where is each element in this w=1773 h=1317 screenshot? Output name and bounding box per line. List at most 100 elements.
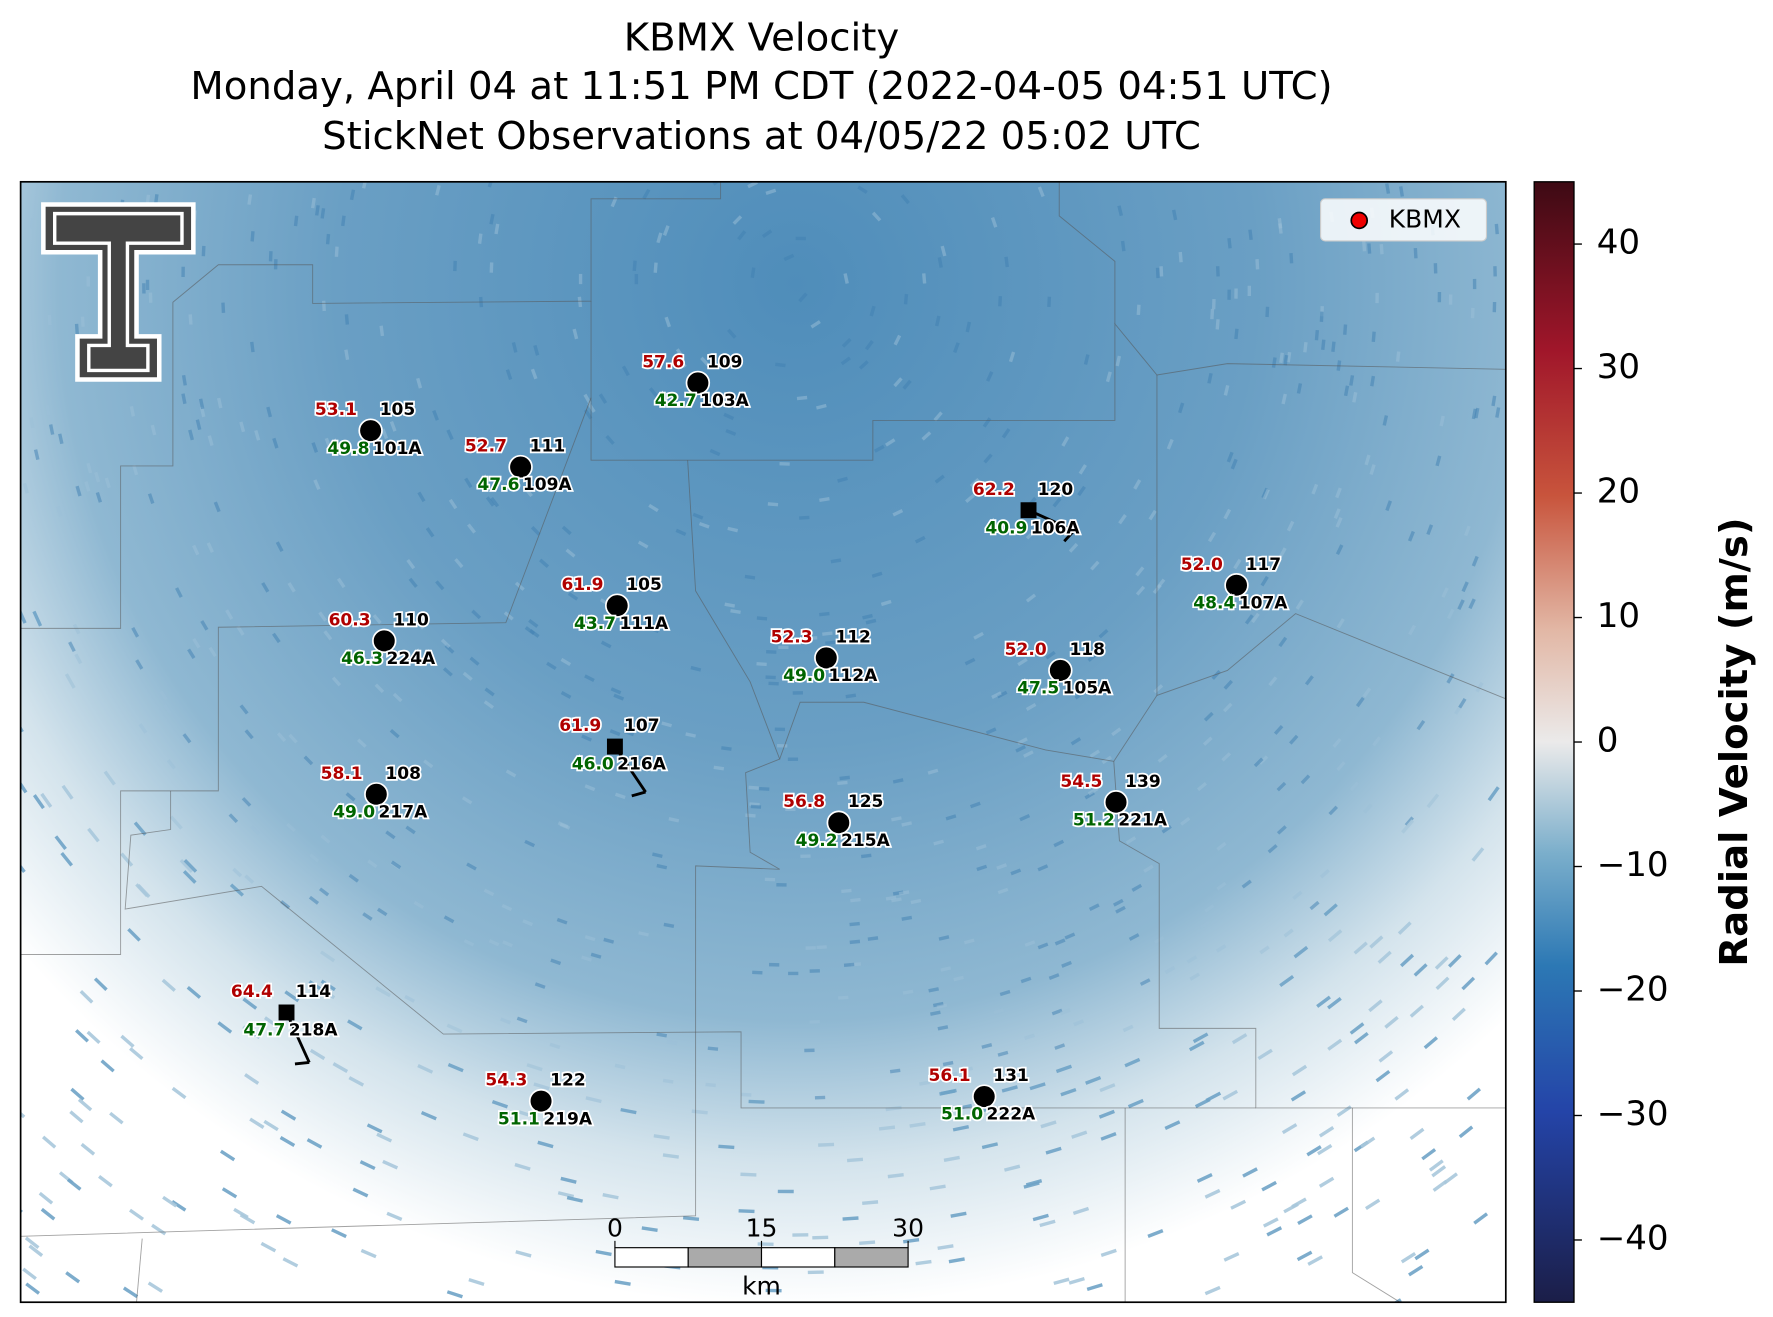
radar-gate: [142, 283, 146, 294]
radar-gate: [785, 807, 796, 812]
station-marker: [1103, 790, 1129, 815]
radar-gate: [145, 279, 150, 290]
radar-gate: [787, 757, 799, 761]
radar-gate: [1328, 805, 1339, 816]
radar-gate: [1407, 530, 1415, 542]
radar-gate: [282, 1257, 299, 1268]
radar-gate: [871, 211, 882, 222]
radar-gate: [382, 1159, 399, 1170]
radar-gate: [675, 528, 687, 537]
radar-gate: [181, 266, 185, 278]
radar-gate: [1253, 757, 1264, 768]
station-marker: [814, 645, 839, 671]
radar-gate: [921, 431, 932, 441]
radar-gate: [22, 1267, 37, 1281]
radar-gate: [462, 1132, 479, 1142]
radar-gate: [109, 1111, 124, 1125]
radar-gate: [560, 1176, 577, 1184]
radar-gate: [809, 1020, 820, 1024]
radar-gate: [1124, 1057, 1141, 1068]
station-value: 120: [1038, 480, 1074, 500]
radar-gate: [1355, 696, 1365, 708]
radar-gate: [947, 1071, 958, 1078]
scale-segment: [760, 1247, 836, 1268]
radar-gate: [804, 1048, 815, 1053]
radar-gate: [1457, 599, 1465, 610]
radar-gate: [1100, 1131, 1117, 1141]
radar-gate: [32, 794, 45, 810]
radar-gate: [796, 395, 808, 401]
radar-gate: [413, 900, 425, 910]
radar-gate: [843, 962, 855, 967]
radar-gate: [175, 587, 183, 598]
radar-gate: [1204, 1285, 1221, 1296]
radar-gate: [182, 870, 197, 884]
radar-gate: [1293, 945, 1309, 959]
radar-gate: [748, 785, 759, 790]
radar-gate: [919, 1080, 930, 1086]
radar-gate: [557, 1191, 575, 1199]
radar-gate: [377, 907, 388, 917]
radar-gate: [1118, 514, 1127, 525]
county-line: [136, 1238, 143, 1303]
radar-gate: [945, 814, 957, 821]
radar-gate: [756, 616, 768, 621]
radar-gate: [244, 729, 254, 740]
subtitle: Monday, April 04 at 11:51 PM CDT (2022-0…: [190, 64, 1332, 109]
radar-gate: [389, 420, 397, 432]
radar-gate: [887, 1173, 904, 1179]
radar-gate: [902, 379, 912, 390]
radar-gate: [546, 661, 557, 671]
radar-gate: [356, 738, 367, 748]
radar-gate: [72, 623, 81, 635]
station-value: 105: [380, 400, 416, 420]
radar-gate: [1055, 1064, 1073, 1074]
radar-gate: [344, 314, 350, 325]
radar-gate: [1153, 684, 1164, 694]
radar-gate: [909, 1121, 926, 1128]
station-marker: [1224, 572, 1249, 598]
radar-gate: [969, 478, 980, 488]
radar-gate: [1230, 1199, 1247, 1210]
radar-gate: [420, 1110, 437, 1121]
radar-gate: [1004, 256, 1010, 268]
radar-gate: [188, 314, 193, 325]
radar-gate: [1466, 1087, 1482, 1101]
radar-gate: [1248, 229, 1253, 241]
radar-gate: [841, 638, 853, 644]
radar-gate: [898, 890, 910, 896]
radar-gate: [208, 646, 217, 658]
radar-gate: [1178, 251, 1183, 263]
dewpoint: 49.8: [327, 439, 369, 459]
radar-gate: [1484, 951, 1498, 966]
radar-gate: [1230, 458, 1238, 470]
radar-gate: [880, 599, 892, 607]
radar-gate: [1223, 385, 1230, 396]
radar-gate: [614, 792, 626, 800]
radar-gate: [635, 754, 647, 762]
radar-gate: [1335, 544, 1344, 555]
station-value: 139: [1125, 772, 1161, 792]
radar-gate: [1491, 395, 1497, 407]
radar-gate: [603, 937, 615, 944]
radar-gate: [1433, 263, 1438, 274]
radar-gate: [1283, 354, 1289, 366]
radar-gate: [953, 342, 960, 354]
radar-gate: [213, 501, 221, 513]
radar-gate: [1008, 351, 1016, 363]
radar-gate: [100, 1059, 115, 1073]
radar-gate: [239, 1213, 256, 1225]
radar-gate: [779, 462, 790, 466]
title-block: KBMX Velocity Monday, April 04 at 11:51 …: [190, 15, 1332, 159]
radar-gate: [664, 316, 672, 328]
scale-tick-label: 15: [746, 1214, 778, 1243]
radar-gate: [147, 493, 155, 504]
station-marker: [358, 418, 383, 443]
radar-gate: [122, 1286, 139, 1299]
radar-gate: [1032, 1213, 1049, 1222]
radar-gate: [1409, 1127, 1425, 1140]
temperature: 52.7: [465, 437, 507, 457]
radar-gate: [425, 527, 435, 538]
radar-gate: [934, 474, 945, 484]
radar-gate: [1426, 793, 1440, 809]
